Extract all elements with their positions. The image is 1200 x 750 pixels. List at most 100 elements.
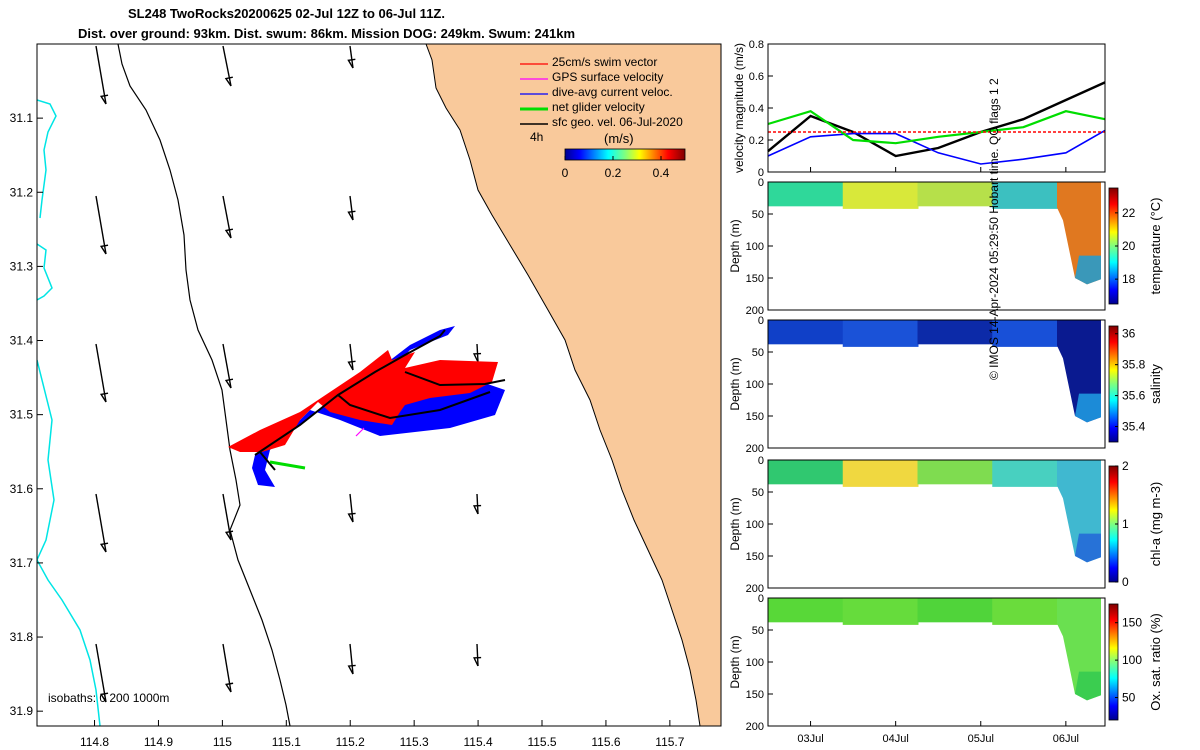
section-surface-layer xyxy=(768,182,844,207)
geo-velocity-arrowhead xyxy=(472,352,482,363)
geo-velocity-arrowhead xyxy=(347,58,356,69)
section-y-tick-label: 0 xyxy=(758,593,764,605)
geo-velocity-arrowhead xyxy=(224,530,234,541)
geo-velocity-arrowhead xyxy=(347,664,356,675)
section-colorbar-label: Ox. sat. ratio (%) xyxy=(1148,613,1163,711)
section-surface-layer xyxy=(842,460,919,487)
map-x-tick-label: 115.3 xyxy=(400,735,429,749)
map-panel: 114.8 114.9 115 115.1 115.2 115.3 115.4 115.5 11… xyxy=(10,43,722,749)
section-y-tick-label: 150 xyxy=(746,411,764,423)
velocity-y-axis: 0 0.2 0.4 0.6 0.8 xyxy=(749,39,1067,179)
geo-velocity-arrow xyxy=(349,343,354,371)
geo-velocity-arrow xyxy=(349,195,354,221)
svg-text:sfc geo. vel. 06-Jul-2020: sfc geo. vel. 06-Jul-2020 xyxy=(552,115,683,129)
map-x-tick-label: 115.1 xyxy=(272,735,301,749)
velocity-y-tick-label: 0.6 xyxy=(749,71,764,83)
map-x-tick-label: 114.8 xyxy=(80,735,109,749)
section-colorbar-tick-label: 22 xyxy=(1122,206,1136,220)
section-y-tick-label: 0 xyxy=(758,455,764,467)
section-y-tick-label: 100 xyxy=(746,379,764,391)
map-x-tick-label: 115.4 xyxy=(464,735,493,749)
section-surface-layer xyxy=(842,182,919,209)
geo-velocity-arrow xyxy=(222,45,232,87)
map-x-tick-label: 115.6 xyxy=(591,735,620,749)
section-colorbar-tick-label: 20 xyxy=(1122,239,1136,253)
svg-text:net glider velocity: net glider velocity xyxy=(552,100,645,114)
section-y-tick-label: 150 xyxy=(746,551,764,563)
title-line-1: SL248 TwoRocks20200625 02-Jul 12Z to 06-… xyxy=(128,6,445,21)
geo-velocity-arrowhead xyxy=(99,244,109,255)
glider-track xyxy=(228,326,506,487)
velocity-series xyxy=(767,81,1106,165)
map-y-tick-label: 31.8 xyxy=(10,630,34,644)
section-surface-layer xyxy=(992,598,1068,625)
section-y-tick-label: 50 xyxy=(752,209,764,221)
net-glider-velocity-arrow xyxy=(269,460,306,470)
section-colorbar-tick-label: 1 xyxy=(1122,517,1129,531)
legend-item-sfc-geo: sfc geo. vel. 06-Jul-2020 xyxy=(520,115,683,129)
geo-velocity-arrow xyxy=(95,343,107,403)
geo-velocity-arrowhead xyxy=(472,504,482,515)
section-colorbar-tick-label: 35.6 xyxy=(1122,389,1146,403)
section-surface-layer xyxy=(992,182,1068,209)
geo-velocity-arrow xyxy=(222,343,232,389)
section-surface-layer xyxy=(917,598,994,623)
time-tick-label: 03Jul xyxy=(797,733,823,745)
section-colorbar-tick-label: 35.8 xyxy=(1122,358,1146,372)
section-colorbar-tick-label: 0 xyxy=(1122,575,1129,589)
time-tick-label: 04Jul xyxy=(883,733,909,745)
velocity-y-tick-label: 0.8 xyxy=(749,39,764,51)
geo-velocity-arrowhead xyxy=(99,392,109,403)
svg-text:25cm/s swim vector: 25cm/s swim vector xyxy=(552,55,657,69)
section-ylabel: Depth (m) xyxy=(728,219,742,272)
map-colorbar-tick-label: 0 xyxy=(562,166,569,180)
section-panel: 0 50 100 150 200 Depth (m) 50 100 150 Ox. sat. ra… xyxy=(728,593,1163,733)
geo-velocity-arrowhead xyxy=(99,692,109,703)
map-y-tick-label: 31.4 xyxy=(10,334,34,348)
section-panel: 0 50 100 150 200 Depth (m) 0 1 2 chl-a (mg m-3) xyxy=(728,455,1163,595)
geo-velocity-arrowhead xyxy=(347,512,356,523)
section-deep-bottom xyxy=(1075,533,1101,563)
geo-velocity-arrowhead xyxy=(99,94,109,105)
geo-velocity-arrowhead xyxy=(347,360,356,371)
colorbar-unit: (m/s) xyxy=(604,131,634,146)
land-area xyxy=(425,44,721,726)
velocity-panel: 0 0.2 0.4 0.6 0.8 velocity magnitude (m/s) xyxy=(732,39,1106,179)
map-x-tick-label: 115 xyxy=(213,735,232,749)
geo-velocity-arrowhead xyxy=(224,228,234,239)
section-y-tick-label: 100 xyxy=(746,241,764,253)
section-surface-layer xyxy=(992,320,1068,347)
geo-velocity-arrow xyxy=(95,643,107,703)
isobath-1000m xyxy=(37,99,101,726)
section-y-tick-label: 150 xyxy=(746,273,764,285)
map-x-tick-label: 115.2 xyxy=(336,735,365,749)
map-x-axis: 114.8 114.9 115 115.1 115.2 115.3 115.4 115.5 11… xyxy=(80,720,685,749)
section-surface-layer xyxy=(768,320,844,345)
velocity-series-line xyxy=(767,109,1106,145)
map-y-tick-label: 31.5 xyxy=(10,408,34,422)
section-colorbar-label: chl-a (mg m-3) xyxy=(1148,482,1163,567)
map-colorbar: 4h (m/s) 0 0.2 0.4 xyxy=(530,130,686,180)
map-y-axis: 31.1 31.2 31.3 31.4 31.5 31.6 31.7 31.8 31.9 xyxy=(10,111,43,718)
section-y-tick-label: 100 xyxy=(746,657,764,669)
map-colorbar-tick-label: 0.4 xyxy=(653,166,670,180)
map-colorbar-tick-label: 0.2 xyxy=(605,166,622,180)
section-surface-layer xyxy=(842,320,919,347)
time-tick-label: 05Jul xyxy=(968,733,994,745)
section-colorbar xyxy=(1108,603,1119,721)
svg-text:GPS surface velocity: GPS surface velocity xyxy=(552,70,663,84)
section-y-tick-label: 50 xyxy=(752,487,764,499)
svg-text:dive-avg current veloc.: dive-avg current veloc. xyxy=(552,85,673,99)
geo-velocity-arrowhead xyxy=(225,682,234,693)
section-colorbar-label: temperature (°C) xyxy=(1148,198,1163,295)
section-panel: 0 50 100 150 200 Depth (m) 18 20 22 temperature (… xyxy=(728,177,1163,317)
legend-item-gps-surface: GPS surface velocity xyxy=(520,70,663,84)
section-deep-bottom xyxy=(1075,671,1101,701)
geo-velocity-arrow xyxy=(349,493,354,523)
section-y-tick-label: 200 xyxy=(746,583,764,595)
section-ylabel: Depth (m) xyxy=(728,357,742,410)
geo-velocity-arrow xyxy=(476,343,479,363)
velocity-series-line xyxy=(767,129,1106,165)
